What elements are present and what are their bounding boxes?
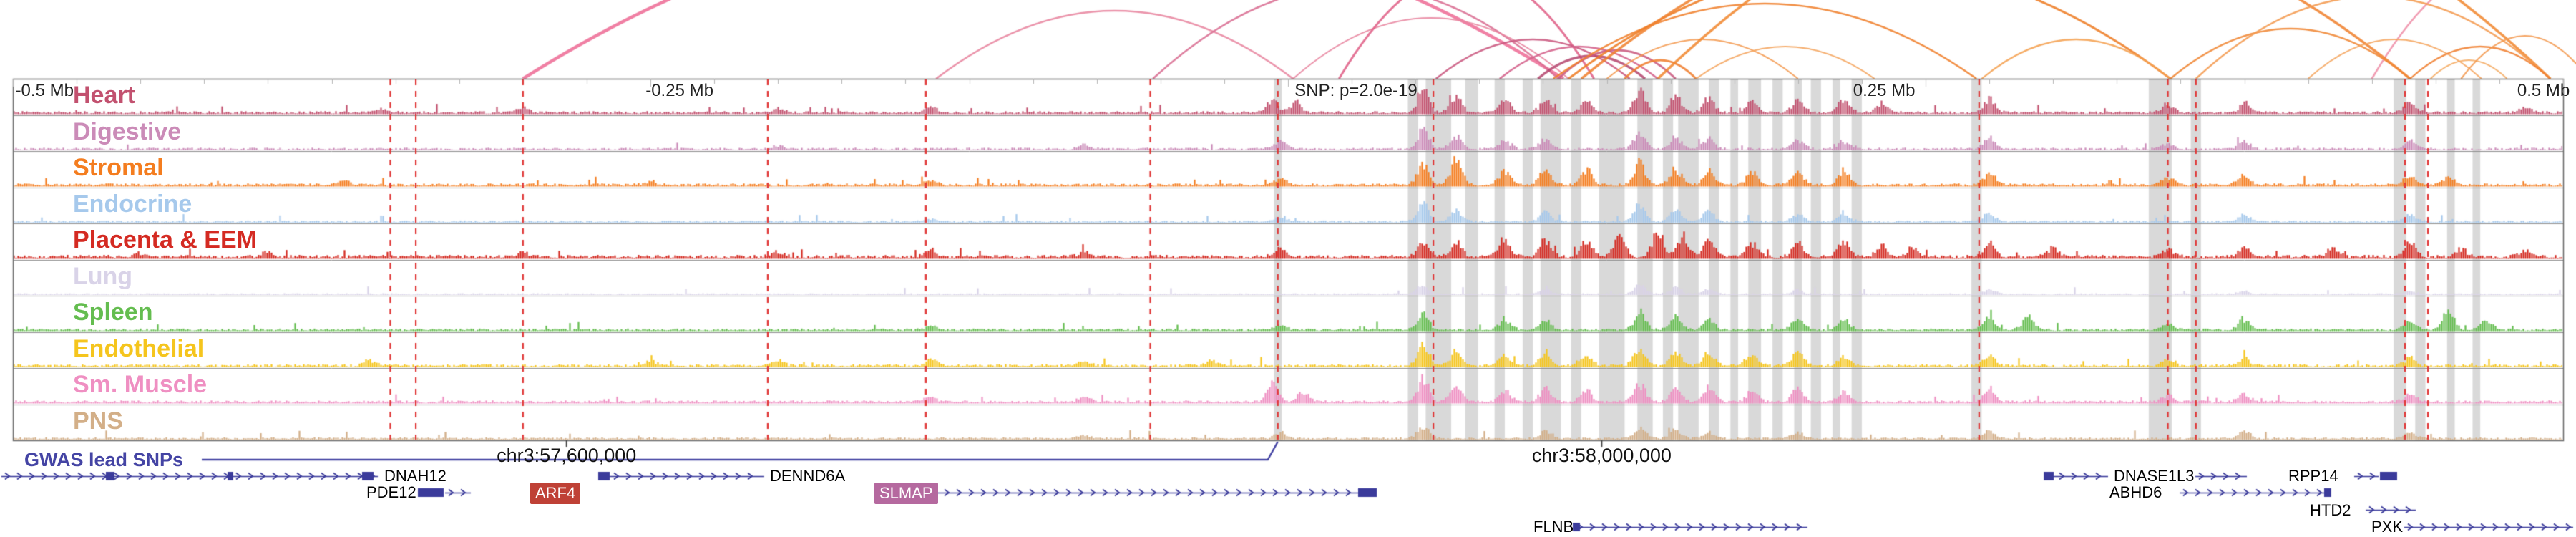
browser-canvas[interactable]: [0, 0, 2576, 537]
genome-browser: -0.5 Mb -0.25 Mb SNP: p=2.0e-19 0.25 Mb …: [0, 0, 2576, 537]
